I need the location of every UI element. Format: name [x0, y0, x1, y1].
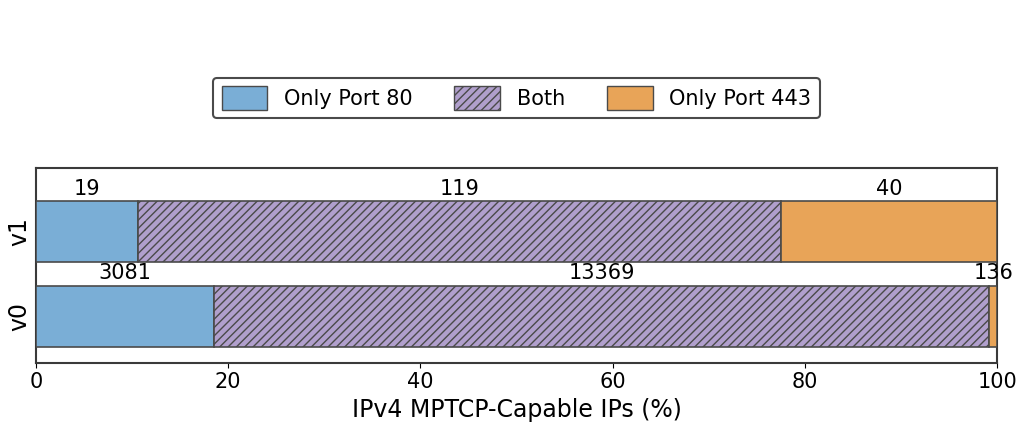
Legend: Only Port 80, Both, Only Port 443: Only Port 80, Both, Only Port 443 [213, 78, 819, 118]
Text: 13369: 13369 [568, 263, 635, 283]
Text: 136: 136 [973, 263, 1013, 283]
Bar [781, 201, 997, 262]
Bar [36, 201, 138, 262]
Text: 19: 19 [74, 179, 100, 199]
Text: 3081: 3081 [98, 263, 152, 283]
Text: 119: 119 [440, 179, 479, 199]
Bar [36, 286, 214, 347]
Text: 40: 40 [876, 179, 902, 199]
X-axis label: IPv4 MPTCP-Capable IPs (%): IPv4 MPTCP-Capable IPs (%) [351, 398, 681, 422]
Bar [138, 201, 781, 262]
Bar [214, 286, 989, 347]
Bar [989, 286, 997, 347]
